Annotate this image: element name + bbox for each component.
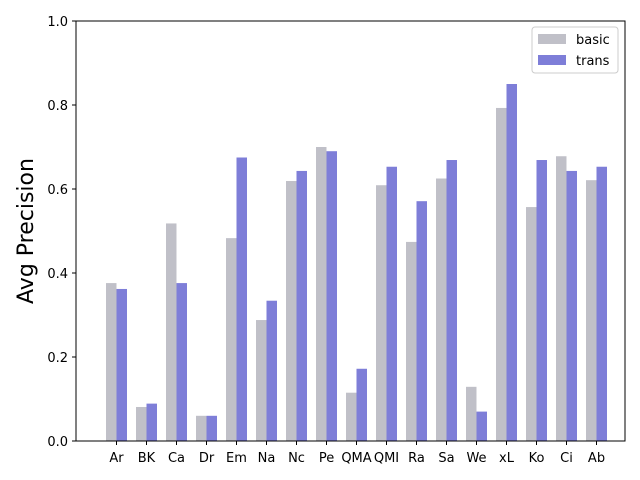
plot-frame: [75, 20, 626, 442]
bar-trans-QMA: [356, 368, 367, 441]
y-tick-label: 0.2: [47, 351, 68, 366]
y-tick-label: 1.0: [47, 15, 68, 30]
bar-basic-Na: [256, 320, 267, 441]
bar-trans-Nc: [296, 170, 307, 441]
bar-basic-Ca: [166, 223, 177, 441]
x-tick-label: Dr: [199, 451, 215, 466]
bar-trans-Na: [266, 300, 277, 441]
x-tick-label: xL: [499, 451, 515, 466]
y-tick-label: 0.8: [47, 99, 68, 114]
bar-basic-Ko: [526, 207, 537, 441]
bar-basic-Em: [226, 238, 237, 441]
x-tick-label: We: [466, 451, 486, 466]
x-tick-label: Nc: [288, 451, 305, 466]
x-tick-label: Ca: [168, 451, 185, 466]
bar-trans-Em: [236, 157, 247, 441]
bar-basic-Ra: [406, 241, 417, 441]
bar-trans-QMI: [386, 166, 397, 442]
bar-basic-Dr: [196, 415, 207, 441]
bars-group: [106, 84, 607, 442]
legend-swatch-trans: [538, 55, 566, 65]
bar-trans-Ca: [176, 283, 187, 441]
bar-trans-xL: [506, 84, 517, 441]
y-tick-label: 0.6: [47, 183, 68, 198]
x-tick-label: Ab: [588, 451, 605, 466]
bar-basic-BK: [136, 406, 147, 441]
x-tick-label: Pe: [319, 451, 334, 466]
legend-label-trans: trans: [576, 54, 610, 69]
bar-basic-Sa: [436, 178, 447, 441]
y-axis: 0.0 0.2 0.4 0.6 0.8 1.0: [47, 15, 76, 450]
bar-trans-BK: [146, 403, 157, 441]
bar-basic-Ab: [586, 180, 597, 441]
bar-basic-Ci: [556, 156, 567, 442]
bar-basic-QMI: [376, 185, 387, 441]
bar-basic-Pe: [316, 147, 327, 441]
x-tick-label: Em: [226, 451, 247, 466]
bar-basic-xL: [496, 107, 507, 441]
x-tick-label: BK: [138, 451, 156, 466]
x-tick-label: Ra: [408, 451, 425, 466]
bar-basic-We: [466, 386, 477, 441]
legend: basic trans: [531, 26, 619, 74]
bar-trans-Ra: [416, 201, 427, 441]
x-tick-label: Na: [258, 451, 276, 466]
bar-basic-QMA: [346, 392, 357, 441]
bar-trans-Ko: [536, 160, 547, 441]
x-tick-label: Ko: [529, 451, 545, 466]
y-tick-label: 0.0: [47, 435, 68, 450]
bar-trans-Ar: [116, 288, 127, 441]
legend-label-basic: basic: [576, 33, 610, 48]
x-tick-label: Ci: [560, 451, 573, 466]
bar-trans-We: [476, 411, 487, 441]
x-axis: Ar BK Ca Dr Em Na Nc Pe QMA QMI Ra Sa We xL Ko Ci Ab: [109, 441, 605, 466]
x-tick-label: QMI: [374, 451, 399, 466]
legend-swatch-basic: [538, 34, 566, 44]
bar-trans-Sa: [446, 160, 457, 441]
bar-trans-Ci: [566, 170, 577, 441]
bar-basic-Nc: [286, 181, 297, 441]
x-tick-label: Ar: [109, 451, 124, 466]
y-axis-label: Avg Precision: [14, 158, 39, 304]
bar-trans-Ab: [596, 166, 607, 442]
bar-trans-Pe: [326, 151, 337, 441]
x-tick-label: QMA: [341, 451, 371, 466]
y-tick-label: 0.4: [47, 267, 68, 282]
bar-basic-Ar: [106, 283, 117, 441]
x-tick-label: Sa: [438, 451, 454, 466]
bar-trans-Dr: [206, 415, 217, 441]
